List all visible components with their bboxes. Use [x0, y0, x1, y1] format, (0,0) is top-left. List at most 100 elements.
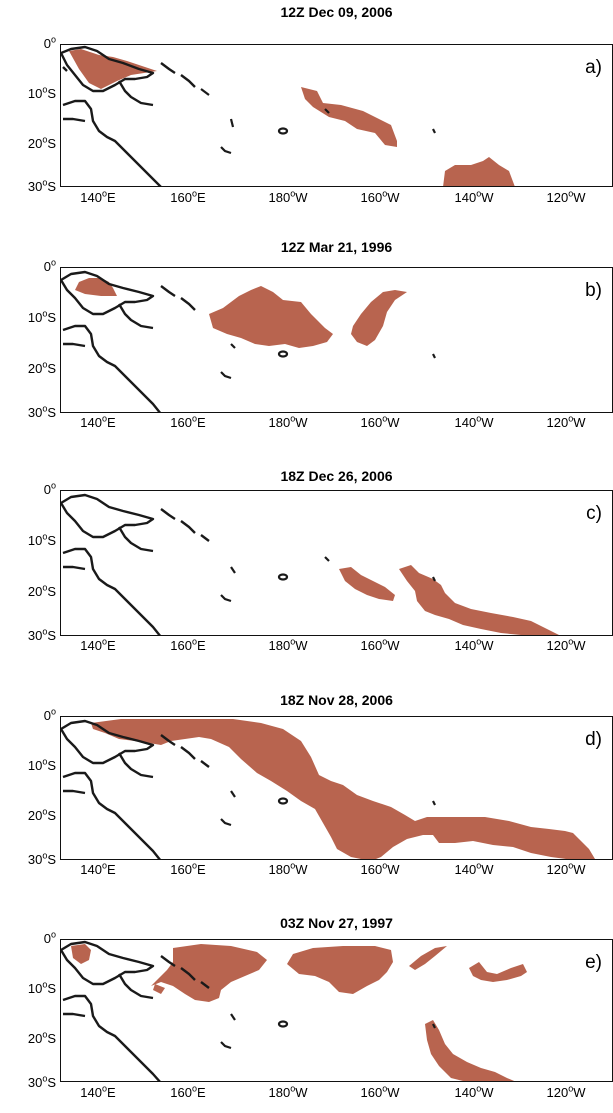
x-tick-label: 160oE	[170, 636, 206, 653]
coastline	[61, 940, 155, 986]
x-tick-label: 160oE	[170, 1083, 206, 1100]
island	[324, 108, 330, 114]
map-panel-c: 18Z Dec 26, 2006	[0, 448, 613, 670]
panel-title: 18Z Dec 26, 2006	[280, 468, 393, 484]
coastlines	[61, 940, 210, 1081]
map-frame: b)	[60, 267, 613, 413]
shaded-regions	[69, 49, 515, 186]
coastlines	[61, 270, 196, 412]
y-tick-label: 10oS	[27, 979, 56, 996]
x-tick-label: 160oW	[360, 188, 400, 205]
shaded-regions	[339, 565, 559, 635]
island	[220, 1041, 232, 1050]
island	[324, 556, 330, 562]
coastline	[62, 994, 161, 1081]
x-tick-label: 120oW	[546, 636, 586, 653]
y-tick-label: 20oS	[27, 134, 56, 151]
islands	[220, 556, 436, 603]
map-frame: a)	[60, 44, 613, 187]
x-tick-label: 140oW	[454, 413, 494, 430]
y-tick-label: 10oS	[27, 308, 56, 325]
y-tick-label: 10oS	[27, 756, 56, 773]
island	[432, 128, 436, 134]
map-canvas	[61, 270, 436, 412]
shaded-region	[443, 157, 515, 186]
island	[220, 371, 232, 380]
island	[432, 800, 436, 806]
coastlines	[61, 493, 210, 635]
panel-title: 03Z Nov 27, 1997	[280, 915, 393, 931]
y-tick-label: 20oS	[27, 806, 56, 823]
x-tick-label: 180oW	[268, 413, 308, 430]
coastline	[117, 973, 154, 1000]
islands	[200, 88, 436, 155]
x-tick-label: 140oE	[80, 636, 116, 653]
map-frame: c)	[60, 490, 613, 636]
shaded-regions	[71, 944, 527, 1081]
x-tick-label: 120oW	[546, 860, 586, 877]
y-tick-label: 20oS	[27, 359, 56, 376]
y-tick-label: 30oS	[27, 403, 56, 420]
shaded-region	[75, 278, 117, 296]
x-tick-label: 180oW	[268, 188, 308, 205]
shaded-region	[339, 567, 395, 601]
x-tick-label: 140oW	[454, 1083, 494, 1100]
coastline	[180, 520, 196, 534]
panel-label: a)	[585, 57, 602, 78]
islands	[220, 1013, 436, 1050]
x-tick-label: 160oW	[360, 636, 400, 653]
map-panel-e: 03Z Nov 27, 1997	[0, 895, 613, 1113]
x-tick-label: 180oW	[268, 860, 308, 877]
shaded-region	[151, 944, 267, 1002]
map-panel-a: 12Z Dec 09, 2006	[0, 0, 613, 222]
island	[277, 1020, 289, 1028]
coastline	[160, 734, 176, 746]
coastline	[160, 62, 176, 74]
x-tick-label: 140oE	[80, 860, 116, 877]
map-canvas	[61, 493, 559, 635]
shaded-region	[153, 984, 165, 994]
coastline	[200, 534, 210, 542]
y-tick-label: 30oS	[27, 626, 56, 643]
x-tick-label: 140oE	[80, 188, 116, 205]
coastline	[180, 967, 196, 981]
island	[229, 118, 235, 128]
x-tick-label: 160oE	[170, 860, 206, 877]
coastline	[180, 74, 196, 88]
shaded-region	[209, 286, 333, 348]
panel-title: 12Z Mar 21, 1996	[280, 239, 393, 255]
island	[220, 146, 232, 155]
x-tick-label: 160oW	[360, 413, 400, 430]
y-tick-label: 0o	[43, 706, 56, 723]
y-tick-label: 30oS	[27, 850, 56, 867]
island	[230, 1013, 236, 1021]
panel-title: 18Z Nov 28, 2006	[280, 692, 393, 708]
x-tick-label: 140oW	[454, 860, 494, 877]
coastline	[117, 752, 154, 779]
coastline	[160, 955, 176, 967]
map-panel-b: 12Z Mar 21, 1996 b)	[0, 225, 613, 447]
panel-label: b)	[585, 280, 602, 301]
coastline	[63, 789, 86, 795]
x-tick-label: 140oE	[80, 413, 116, 430]
x-tick-label: 160oW	[360, 1083, 400, 1100]
coastline	[61, 719, 155, 765]
coastline	[180, 297, 196, 311]
coastline	[117, 303, 154, 330]
coastline	[160, 285, 176, 297]
map-frame: e)	[60, 939, 613, 1082]
islands	[220, 343, 436, 380]
panel-title: 12Z Dec 09, 2006	[280, 4, 393, 20]
coastline	[200, 760, 210, 768]
coastlines	[61, 719, 210, 859]
x-tick-label: 120oW	[546, 413, 586, 430]
coastline	[117, 526, 154, 553]
coastline	[61, 493, 155, 539]
coastline	[63, 565, 86, 571]
x-tick-label: 120oW	[546, 188, 586, 205]
coastline	[62, 66, 68, 72]
island	[230, 566, 236, 574]
shaded-regions	[91, 719, 595, 859]
island	[230, 343, 236, 349]
shaded-region	[469, 962, 527, 982]
